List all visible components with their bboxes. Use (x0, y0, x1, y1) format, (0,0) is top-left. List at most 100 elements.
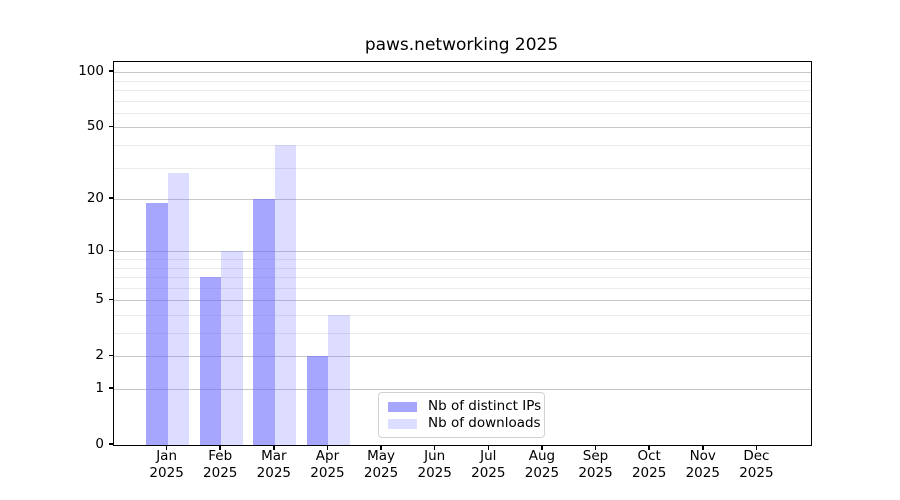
y-tick-mark-10 (108, 249, 113, 252)
x-tick-label-oct: Oct 2025 (617, 448, 681, 482)
x-tick-mark-jun (433, 445, 436, 450)
x-tick-label-month: Jun (424, 448, 446, 464)
legend-item-distinct-ips: Nb of distinct IPs (388, 399, 541, 414)
x-tick-label-month: Jan (156, 448, 178, 464)
x-tick-mark-sep (594, 445, 597, 450)
gridline-minor-80 (114, 90, 811, 92)
x-tick-label-jul: Jul 2025 (456, 448, 520, 482)
x-tick-mark-jan (165, 445, 168, 450)
x-tick-label-year: 2025 (203, 465, 238, 481)
x-tick-mark-feb (219, 445, 221, 450)
y-tick-label-10: 10 (86, 242, 104, 259)
legend-label-distinct-ips: Nb of distinct IPs (428, 398, 542, 414)
y-tick-label-0: 0 (95, 436, 104, 452)
gridline-minor-30 (114, 167, 811, 169)
legend-swatch-downloads (388, 418, 417, 429)
x-tick-label-year: 2025 (363, 465, 399, 481)
bar-distinct-ips-mar (253, 199, 275, 445)
x-tick-label-month: Oct (637, 448, 661, 464)
chart-title: paws.networking 2025 (364, 35, 559, 55)
x-tick-label-year: 2025 (149, 465, 184, 481)
x-tick-mark-apr (326, 445, 329, 450)
y-tick-label-20: 20 (86, 190, 104, 207)
x-tick-label-feb: Feb 2025 (188, 448, 252, 482)
y-tick-mark-1 (108, 387, 113, 389)
x-tick-mark-dec (755, 445, 758, 450)
bar-distinct-ips-apr (307, 356, 329, 445)
x-tick-label-year: 2025 (310, 465, 345, 481)
x-tick-mark-mar (273, 445, 275, 450)
y-tick-mark-5 (108, 298, 113, 300)
y-tick-mark-100 (108, 70, 113, 72)
gridline-minor-8 (114, 267, 811, 269)
x-tick-label-jan: Jan 2025 (135, 448, 199, 482)
gridline-minor-40 (114, 145, 811, 147)
gridline-minor-70 (114, 100, 811, 102)
x-tick-label-month: Sep (582, 448, 609, 464)
gridline-major-5 (114, 300, 811, 302)
x-tick-label-sep: Sep 2025 (564, 448, 628, 482)
y-tick-label-1: 1 (95, 380, 104, 396)
bar-downloads-feb (221, 251, 243, 445)
x-tick-label-year: 2025 (256, 465, 292, 481)
x-tick-label-year: 2025 (739, 465, 774, 481)
gridline-minor-90 (114, 80, 811, 82)
gridline-major-10 (114, 251, 811, 253)
bar-distinct-ips-jan (146, 203, 168, 445)
x-tick-label-year: 2025 (578, 465, 613, 481)
legend-item-downloads: Nb of downloads (388, 416, 541, 431)
x-tick-label-month: Apr (315, 448, 340, 464)
gridline-major-2 (114, 356, 811, 358)
x-tick-mark-oct (648, 445, 650, 450)
x-tick-label-month: Dec (743, 448, 770, 464)
x-tick-mark-aug (541, 445, 543, 450)
x-tick-label-year: 2025 (417, 465, 452, 481)
plot-area (113, 61, 812, 446)
bar-downloads-jan (167, 172, 190, 445)
legend-swatch-distinct-ips (388, 401, 417, 412)
y-tick-label-50: 50 (86, 118, 104, 135)
gridline-major-20 (114, 199, 811, 201)
x-tick-label-month: Aug (528, 448, 556, 464)
y-tick-label-5: 5 (95, 291, 104, 308)
gridline-minor-7 (114, 277, 811, 279)
bar-downloads-mar (274, 145, 297, 445)
y-tick-mark-50 (108, 125, 113, 128)
gridline-major-100 (114, 72, 811, 74)
x-tick-label-month: Nov (689, 448, 716, 464)
x-tick-label-mar: Mar 2025 (242, 448, 306, 482)
x-tick-label-year: 2025 (631, 465, 667, 481)
x-tick-label-jun: Jun 2025 (403, 448, 467, 482)
x-tick-label-year: 2025 (471, 465, 506, 481)
x-tick-mark-jul (487, 445, 490, 450)
x-tick-label-nov: Nov 2025 (671, 448, 735, 482)
y-tick-label-2: 2 (95, 347, 104, 364)
legend: Nb of distinct IPs Nb of downloads (378, 392, 545, 438)
gridline-minor-4 (114, 314, 811, 316)
y-tick-label-100: 100 (78, 63, 104, 80)
y-tick-mark-0 (108, 443, 113, 445)
x-tick-label-dec: Dec 2025 (724, 448, 788, 482)
x-tick-label-month: Mar (261, 448, 287, 464)
y-tick-mark-2 (108, 354, 113, 356)
x-tick-label-aug: Aug 2025 (510, 448, 574, 482)
legend-label-downloads: Nb of downloads (428, 415, 541, 431)
gridline-minor-60 (114, 112, 811, 114)
x-tick-label-may: May 2025 (349, 448, 413, 482)
gridline-minor-9 (114, 259, 811, 260)
x-tick-label-month: May (367, 448, 396, 464)
x-tick-mark-may (380, 445, 382, 450)
x-tick-label-month: Feb (208, 448, 233, 464)
gridline-major-50 (114, 127, 811, 129)
gridline-major-1 (114, 389, 811, 390)
x-tick-label-apr: Apr 2025 (295, 448, 359, 482)
bar-downloads-apr (328, 314, 350, 445)
bar-distinct-ips-feb (199, 277, 222, 445)
x-tick-label-year: 2025 (524, 465, 560, 481)
gridline-minor-3 (114, 333, 811, 335)
x-tick-label-month: Jul (480, 448, 497, 464)
x-tick-mark-nov (702, 445, 704, 450)
y-tick-mark-20 (108, 197, 113, 199)
x-tick-label-year: 2025 (685, 465, 720, 481)
